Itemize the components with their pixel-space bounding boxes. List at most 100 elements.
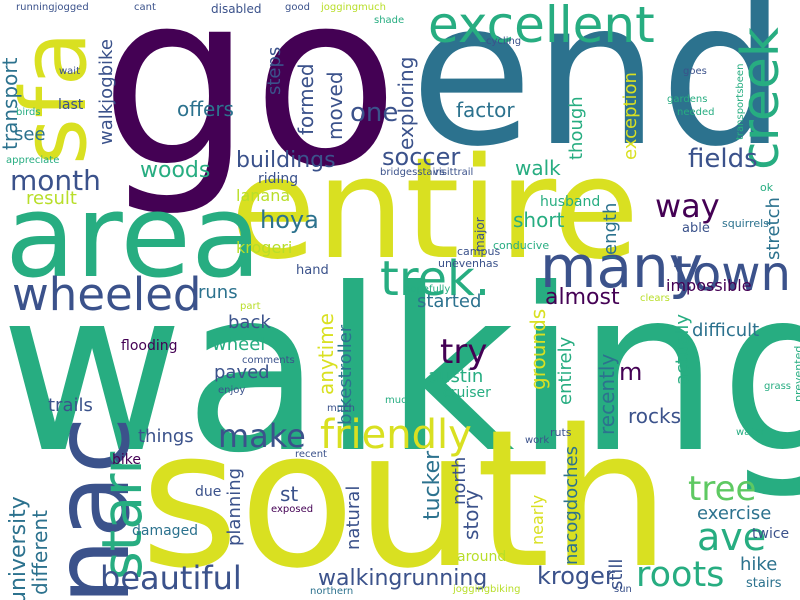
word-excellent: excellent — [428, 0, 655, 54]
word-walkjogbike: walkjogbike — [96, 39, 117, 145]
word-length: length — [600, 202, 621, 260]
word-many: many — [540, 233, 704, 301]
word-flooding: flooding — [121, 338, 178, 354]
word-lanana: lanana — [236, 186, 291, 205]
word-hoya: hoya — [260, 206, 319, 234]
word-moved: moved — [323, 71, 347, 140]
word-ok: ok — [760, 181, 774, 194]
word-squirrels: squirrels — [722, 217, 769, 230]
word-difficult: difficult — [692, 320, 760, 341]
word-anytime: anytime — [314, 313, 338, 395]
word-needed: needed — [677, 107, 715, 118]
word-comments: comments — [242, 355, 295, 366]
word-beautiful: beautiful — [100, 559, 242, 597]
word-ruts: ruts — [550, 426, 572, 439]
word-much: much — [327, 403, 355, 414]
word-formed: formed — [294, 63, 318, 135]
word-started: started — [417, 291, 482, 312]
word-birds: birds — [16, 107, 41, 118]
word-fields: fields — [688, 144, 758, 174]
word-friendly: friendly — [320, 412, 472, 458]
word-prevented: prevented — [792, 345, 800, 402]
word-natural: natural — [343, 485, 364, 550]
word-walking: walking — [0, 241, 800, 503]
word-bike: bike — [112, 452, 141, 468]
word-able: able — [682, 221, 710, 236]
word-northern: northern — [310, 586, 354, 597]
word-soccer: soccer — [382, 143, 461, 171]
word-stairs: stairs — [746, 576, 782, 591]
word-wait: wait — [59, 66, 81, 77]
word-wheeled: wheeled — [12, 268, 202, 321]
word-visittrail: visittrail — [433, 167, 474, 178]
word-gardens: gardens — [667, 94, 708, 105]
word-part: part — [240, 301, 261, 312]
word-town: town — [673, 246, 791, 302]
word-riding: riding — [258, 171, 299, 187]
word-hopefully: hopefully — [404, 284, 451, 295]
word-tree: tree — [688, 469, 757, 509]
word-joggingbiking: joggingbiking — [453, 584, 521, 595]
word-hike: hike — [740, 554, 778, 575]
word-transport: transport — [0, 57, 22, 150]
word-due: due — [195, 484, 222, 500]
word-goes: goes — [683, 66, 707, 77]
word-around: around — [457, 549, 507, 565]
word-appreciate: appreciate — [6, 155, 60, 166]
word-transportsbeen: transportsbeen — [735, 63, 746, 140]
word-recent: recent — [295, 449, 327, 460]
word-almost: almost — [545, 285, 620, 310]
word-one: one — [350, 98, 399, 128]
word-unevenhas: unevenhas — [438, 257, 499, 270]
word-exposed: exposed — [271, 504, 314, 515]
word-exercise: exercise — [697, 503, 772, 524]
word-nearly: nearly — [528, 494, 547, 545]
word-runningjogged: runningjogged — [16, 2, 89, 13]
word-joggingmuch: joggingmuch — [321, 2, 386, 13]
word-cant: cant — [134, 2, 156, 13]
word-end: end — [410, 0, 787, 191]
word-exception: exception — [620, 72, 641, 160]
word-result: result — [26, 188, 77, 209]
word-austin: austin — [428, 366, 484, 387]
word-impossible: impossible — [666, 276, 752, 295]
word-though: though — [566, 96, 587, 160]
word-back: back — [228, 312, 271, 333]
word-runs: runs — [198, 282, 238, 303]
word-tucker: tucker — [420, 450, 445, 520]
word-roots: roots — [636, 555, 725, 595]
word-actually: actually — [672, 313, 693, 385]
word-last: last — [58, 97, 84, 113]
word-twice: twice — [752, 526, 790, 542]
word-see: see — [14, 124, 46, 145]
word-damaged: damaged — [132, 523, 199, 539]
word-water: water — [736, 427, 765, 438]
word-factor: factor — [456, 98, 515, 122]
word-shade: shade — [374, 15, 405, 26]
word-trails: trails — [48, 395, 93, 416]
word-st: st — [280, 482, 299, 506]
word-hand: hand — [296, 263, 329, 278]
word-cycling: cycling — [486, 36, 522, 47]
word-month: month — [10, 164, 101, 197]
word-kroger: kroger — [537, 562, 615, 590]
word-clears: clears — [640, 293, 670, 304]
word-entirely: entirely — [555, 336, 576, 405]
word-woods: woods — [140, 158, 211, 183]
word-good: good — [285, 2, 310, 13]
word-ave: ave — [697, 515, 767, 559]
word-nacogdoches: nacogdoches — [561, 446, 582, 565]
word-walkingrunning: walkingrunning — [318, 566, 488, 591]
word-cruiser: cruiser — [443, 385, 491, 401]
word-entire: entire — [230, 128, 640, 291]
word-krogeri: krogeri — [236, 238, 293, 257]
word-trek: trek. — [380, 251, 491, 307]
word-paved: paved — [214, 362, 270, 383]
word-wheel: wheel — [212, 334, 266, 355]
word-exploring: exploring — [394, 56, 418, 150]
word-offers: offers — [177, 97, 234, 121]
word-short: short — [513, 208, 565, 232]
word-north: north — [449, 456, 470, 505]
word-disabled: disabled — [211, 2, 262, 16]
word-husband: husband — [540, 194, 601, 210]
